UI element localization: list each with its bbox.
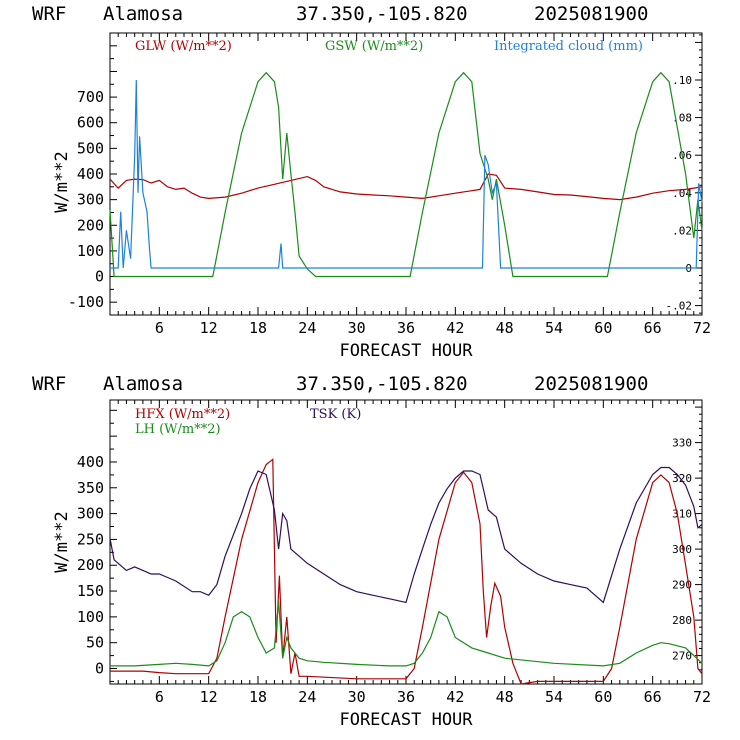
y-tick-label: 250 [77,530,104,548]
radiation-panel: 6 12 18 24 30 36 42 48 54 60 66 72 -100 0 100 200 300 400… [52,32,711,361]
x-tick-label: 24 [298,319,316,337]
x-tick-label: 42 [446,319,464,337]
y-tick-label: 300 [77,191,104,209]
panel1-ylabel: W/m**2 [52,151,72,212]
y2-tick-label: 290 [672,579,692,592]
x-tick-label: 48 [496,319,514,337]
x-tick-label: 12 [200,319,218,337]
y2-tick-label: -.02 [666,300,693,313]
x-tick-label: 60 [594,319,612,337]
y-tick-label: 500 [77,139,104,157]
x-tick-label: 60 [594,688,612,706]
panel1-xlabel: FORECAST HOUR [339,341,473,361]
legend-integrated-cloud: Integrated cloud (mm) [494,39,643,54]
y-tick-label: 400 [77,165,104,183]
x-tick-label: 36 [397,688,415,706]
y-tick-label: 400 [77,453,104,471]
panel2-station: Alamosa [103,373,183,395]
x-tick-label: 66 [644,319,662,337]
surface-flux-panel: 6 12 18 24 30 36 42 48 54 60 66 72 0 50 100 150 200 250 30… [52,399,711,730]
y2-tick-label: .02 [672,224,692,237]
panel2-frame [109,399,703,685]
p1-series-glw-line [109,173,703,201]
x-tick-label: 54 [545,688,563,706]
y-tick-label: 150 [77,582,104,600]
y2-tick-label: 280 [672,614,692,627]
legend-gsw: GSW (W/m**2) [325,39,423,54]
x-tick-label: 24 [298,688,316,706]
y-tick-label: 50 [86,634,104,652]
legend-hfx: HFX (W/m**2) [135,407,230,422]
y2-tick-label: 300 [672,543,692,556]
x-tick-label: 30 [348,688,366,706]
x-tick-label: 6 [155,688,164,706]
y-tick-label: -100 [68,293,104,311]
x-tick-label: 48 [496,688,514,706]
x-tick-label: 72 [693,688,711,706]
x-tick-label: 18 [249,688,267,706]
panel2-model: WRF [32,373,66,395]
y2-tick-label: .10 [672,74,692,87]
y-tick-label: 700 [77,88,104,106]
y-tick-label: 350 [77,479,104,497]
y-tick-label: 600 [77,114,104,132]
y2-tick-label: 320 [672,472,692,485]
x-tick-label: 42 [446,688,464,706]
panel2-xlabel: FORECAST HOUR [339,710,473,730]
x-tick-label: 66 [644,688,662,706]
x-tick-label: 36 [397,319,415,337]
x-tick-label: 12 [200,688,218,706]
y-tick-label: 100 [77,608,104,626]
p1-series-integrated-line [110,79,703,269]
x-tick-label: 30 [348,319,366,337]
p2-series-tsk-line [109,466,703,604]
panel2-coords: 37.350,-105.820 [296,373,468,395]
x-tick-label: 18 [249,319,267,337]
legend-lh: LH (W/m**2) [135,422,221,437]
x-tick-label: 54 [545,319,563,337]
panel1-station: Alamosa [103,3,183,25]
x-tick-label: 72 [693,319,711,337]
y2-tick-label: 330 [672,437,692,450]
panel1-coords: 37.350,-105.820 [296,3,468,25]
y2-tick-label: 270 [672,650,692,663]
panel2-ylabel: W/m**2 [52,511,72,572]
y-tick-label: 300 [77,505,104,523]
panel1-frame [109,32,703,316]
panel1-init-time: 2025081900 [534,3,648,25]
y-tick-label: 0 [95,660,104,678]
p2-series-lh-line [110,601,703,667]
legend-tsk: TSK (K) [310,407,361,422]
p1-series-gsw-line [109,71,703,278]
y2-tick-label: .08 [672,112,692,125]
y-tick-label: 100 [77,242,104,260]
p2-series-hfx-line [110,458,703,685]
panel2-init-time: 2025081900 [534,373,648,395]
legend-glw: GLW (W/m**2) [135,39,232,54]
x-tick-label: 6 [155,319,164,337]
y-tick-label: 200 [77,216,104,234]
y2-tick-label: 310 [672,508,692,521]
panel1-model: WRF [32,3,66,25]
y-tick-label: 200 [77,556,104,574]
y-tick-label: 0 [95,268,104,286]
